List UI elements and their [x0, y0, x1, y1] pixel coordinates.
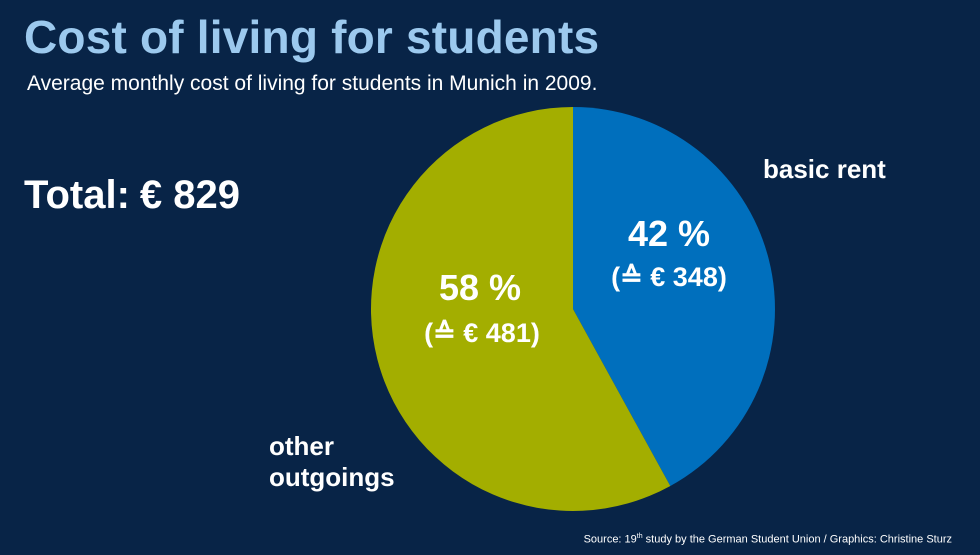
slice-percent-label: 42 %: [628, 213, 710, 254]
chart-subtitle: Average monthly cost of living for stude…: [27, 72, 598, 95]
slice-name-label: outgoings: [269, 462, 395, 492]
chart-title: Cost of living for students: [24, 11, 600, 63]
slice-amount-label: (≙ € 348): [611, 262, 727, 292]
pie-slice-basic-rent: [573, 107, 775, 487]
total-label: Total:: [24, 173, 130, 217]
slice-percent-label: 58 %: [439, 267, 521, 308]
total-value: € 829: [139, 173, 241, 217]
slice-name-label: basic rent: [763, 154, 886, 184]
source-note: Source: 19th study by the German Student…: [583, 533, 952, 546]
total-amount: Total: € 829: [24, 173, 240, 218]
slice-amount-label: (≙ € 481): [424, 318, 540, 348]
slice-name-label: other: [269, 431, 334, 461]
pie-slice-other-outgoings: [370, 107, 671, 511]
